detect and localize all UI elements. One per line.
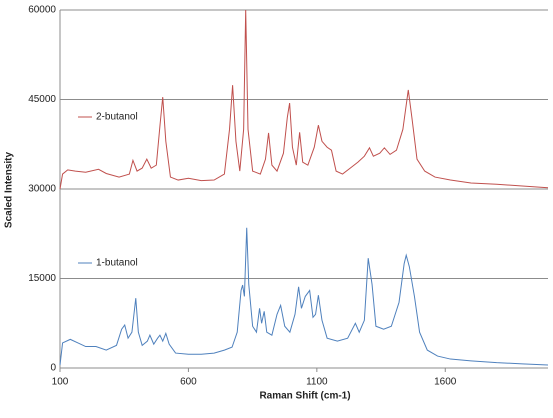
y-tick-label: 45000 [28,94,56,105]
legend-label: 1-butanol [96,258,138,269]
y-tick-label: 60000 [28,5,56,16]
y-tick-label: 0 [50,363,56,374]
y-tick-label: 30000 [28,184,56,195]
x-tick-label: 600 [180,377,197,388]
series-line [59,9,549,190]
x-tick-label: 1600 [434,377,457,388]
x-tick-label: 1100 [306,377,328,388]
series-line [59,227,549,366]
legend-label: 2-butanol [96,112,138,123]
x-axis-label: Raman Shift (cm-1) [259,391,350,402]
y-axis-label: Scaled Intensity [4,151,15,228]
x-tick-label: 100 [52,377,69,388]
y-tick-label: 15000 [28,273,56,284]
